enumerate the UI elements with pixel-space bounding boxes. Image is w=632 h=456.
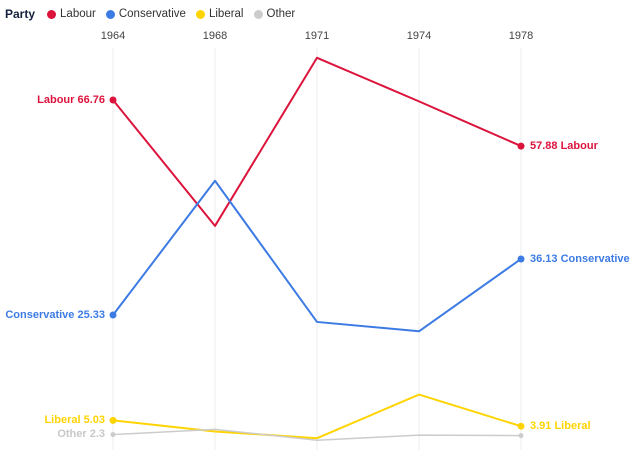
line-labour <box>112 56 522 227</box>
label-conservative-start: Conservative 25.33 <box>5 309 105 321</box>
x-tick-1978: 1978 <box>508 30 534 42</box>
legend-item-liberal[interactable]: Liberal <box>195 8 244 20</box>
x-tick-1971: 1971 <box>304 30 330 42</box>
legend-item-conservative-label: Conservative <box>118 8 186 20</box>
legend-item-other[interactable]: Other <box>253 8 296 20</box>
labour-color-dot <box>47 9 57 19</box>
point-other-1978[interactable] <box>518 433 524 439</box>
line-liberal <box>112 393 522 440</box>
label-liberal-start: Liberal 5.03 <box>44 414 105 426</box>
label-labour-start: Labour 66.76 <box>37 94 105 106</box>
legend-item-other-label: Other <box>266 8 296 20</box>
label-liberal-end: 3.91 Liberal <box>530 420 591 432</box>
legend-title: Party <box>5 7 36 21</box>
point-other-1964[interactable] <box>110 432 116 438</box>
point-conservative-1964[interactable] <box>109 311 117 319</box>
legend: Party Labour Conservative Liberal Other <box>5 7 295 21</box>
label-conservative-end: 36.13 Conservative <box>530 253 630 265</box>
liberal-color-dot <box>195 9 205 19</box>
conservative-color-dot <box>105 9 115 19</box>
x-tick-1964: 1964 <box>100 30 126 42</box>
legend-item-conservative[interactable]: Conservative <box>105 8 186 20</box>
point-conservative-1978[interactable] <box>517 255 525 263</box>
label-labour-end: 57.88 Labour <box>530 140 598 152</box>
point-labour-1978[interactable] <box>517 142 525 150</box>
point-liberal-1978[interactable] <box>517 422 525 430</box>
legend-item-labour-label: Labour <box>60 8 96 20</box>
point-liberal-1964[interactable] <box>109 416 117 424</box>
point-labour-1964[interactable] <box>109 96 117 104</box>
legend-item-labour[interactable]: Labour <box>47 8 96 20</box>
line-other <box>112 428 522 442</box>
line-conservative <box>112 179 522 333</box>
label-other-start: Other 2.3 <box>57 428 105 440</box>
x-tick-1968: 1968 <box>202 30 228 42</box>
other-color-dot <box>253 9 263 19</box>
x-tick-1974: 1974 <box>406 30 432 42</box>
legend-item-liberal-label: Liberal <box>208 8 244 20</box>
